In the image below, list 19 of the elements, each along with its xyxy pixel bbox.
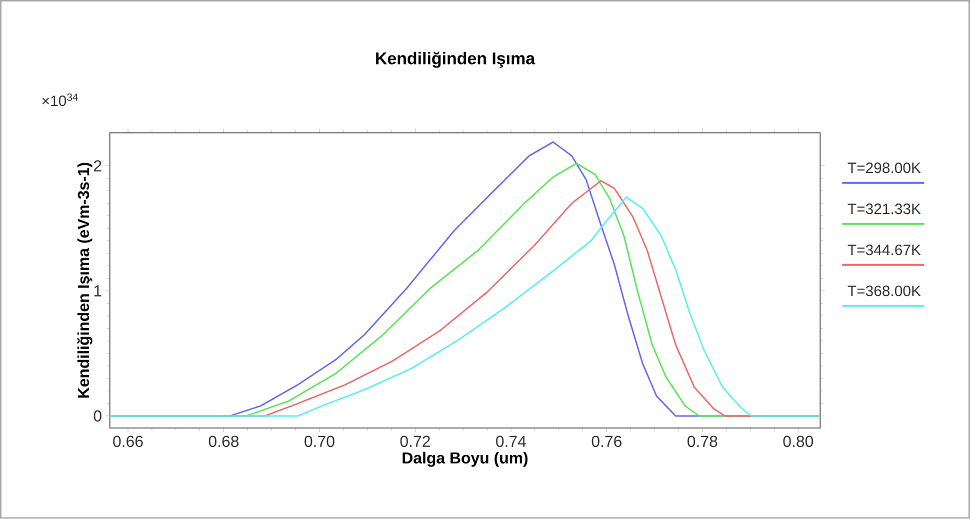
y-tick-label: 0 <box>94 410 102 422</box>
x-axis-title: Dalga Boyu (um) <box>402 452 528 467</box>
y-tick-label: 1 <box>94 286 102 296</box>
chart-title: Kendiliğinden Işıma <box>376 52 536 68</box>
x-tick-label: 0.76 <box>592 436 622 448</box>
x-tick-label: 0.66 <box>113 436 143 448</box>
y-tick-label: 2 <box>94 160 102 172</box>
text: T=344.67K <box>848 244 921 256</box>
x-tick-label: 0.72 <box>400 436 430 448</box>
y-axis-title: Kendiliğinden Işıma (eVm-3s-1) <box>77 163 92 398</box>
text: ×10$^{34}$ <box>42 94 78 106</box>
text: T=298.00K <box>848 162 921 174</box>
x-tick-label: 0.80 <box>783 436 814 448</box>
x-tick-label: 0.68 <box>208 436 239 448</box>
text: T=368.00K <box>848 286 921 296</box>
text: T=321.33K <box>848 204 921 214</box>
x-tick-label: 0.74 <box>496 436 526 448</box>
x-tick-label: 0.70 <box>304 436 334 448</box>
x-tick-label: 0.78 <box>688 436 718 448</box>
